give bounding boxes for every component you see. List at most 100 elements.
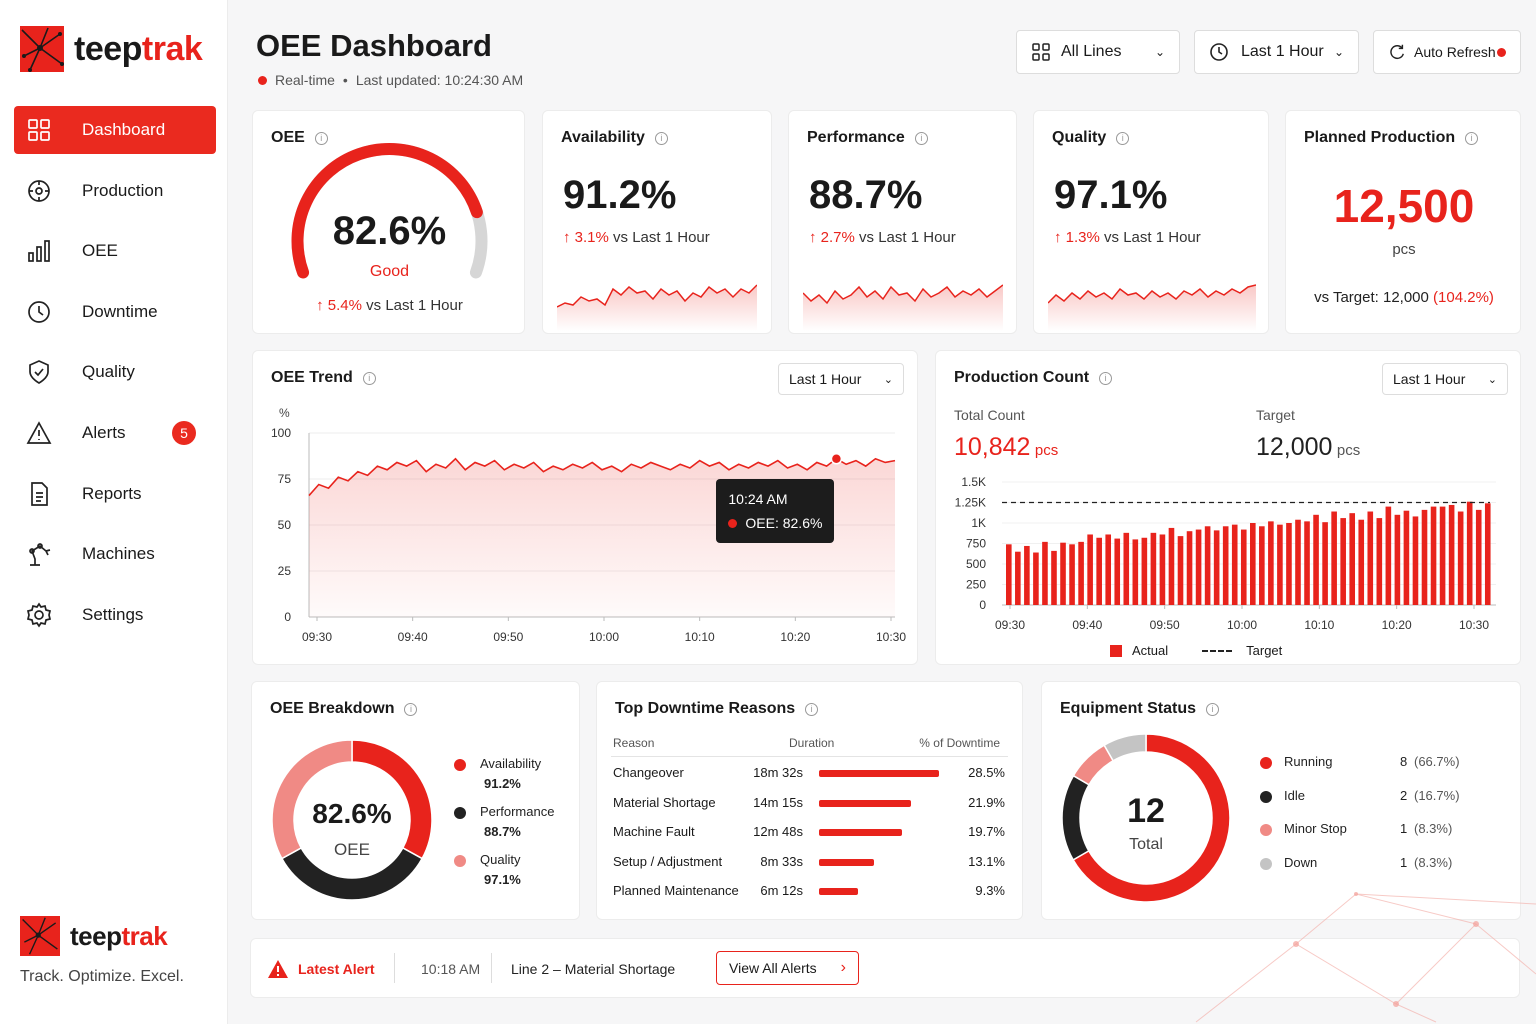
production-bar[interactable]: [1367, 511, 1374, 605]
production-bar[interactable]: [1322, 522, 1328, 605]
production-bar[interactable]: [1430, 506, 1437, 605]
sidebar-item-reports[interactable]: Reports: [14, 470, 216, 518]
production-bar[interactable]: [1042, 541, 1048, 605]
production-bar[interactable]: [1277, 524, 1283, 605]
legend-dot: [1260, 824, 1272, 836]
trend-highlight-point[interactable]: [830, 453, 843, 465]
production-bar[interactable]: [1204, 526, 1211, 605]
production-bar[interactable]: [1186, 531, 1193, 605]
info-icon[interactable]: i: [404, 702, 418, 716]
production-bar[interactable]: [1466, 501, 1473, 605]
production-bar[interactable]: [1331, 511, 1337, 605]
info-icon[interactable]: i: [1206, 702, 1220, 716]
warning-icon: [268, 960, 288, 978]
production-bar[interactable]: [1349, 513, 1356, 605]
production-bar[interactable]: [1159, 534, 1166, 605]
sidebar-item-downtime[interactable]: Downtime: [14, 288, 216, 336]
downtime-row[interactable]: Changeover 18m 32s 28.5%: [613, 758, 1005, 787]
production-bar[interactable]: [1240, 529, 1247, 605]
sidebar-item-alerts[interactable]: Alerts 5: [14, 409, 216, 457]
production-bar[interactable]: [1051, 550, 1057, 605]
production-bar[interactable]: [1484, 503, 1491, 605]
production-bar[interactable]: [1250, 523, 1256, 605]
production-bar[interactable]: [1150, 532, 1157, 605]
production-bar[interactable]: [1096, 537, 1102, 605]
quality-delta-suffix: vs Last 1 Hour: [1104, 229, 1201, 246]
production-bar[interactable]: [1078, 541, 1084, 605]
auto-refresh-button[interactable]: Auto Refresh: [1373, 30, 1521, 74]
production-bar[interactable]: [1168, 527, 1175, 605]
production-bar[interactable]: [1403, 510, 1410, 605]
production-bar[interactable]: [1222, 526, 1229, 605]
alert-divider: [394, 953, 395, 983]
brand-logo[interactable]: teeptrak: [20, 26, 203, 72]
sidebar-item-oee[interactable]: OEE: [14, 227, 216, 275]
info-icon[interactable]: i: [1116, 131, 1130, 145]
production-bar[interactable]: [1141, 537, 1148, 605]
production-bar[interactable]: [1006, 544, 1012, 605]
production-bar[interactable]: [1231, 524, 1238, 605]
production-bar[interactable]: [1376, 518, 1383, 605]
production-bar[interactable]: [1259, 526, 1265, 605]
downtime-row[interactable]: Material Shortage 14m 15s 21.9%: [613, 788, 1005, 817]
production-bar[interactable]: [1123, 532, 1130, 605]
production-bar[interactable]: [1448, 504, 1455, 605]
production-bar[interactable]: [1024, 545, 1030, 605]
donut-slice-down[interactable]: [1103, 733, 1147, 762]
sidebar-item-production[interactable]: Production: [14, 167, 216, 215]
info-icon[interactable]: i: [314, 131, 328, 145]
lines-filter-dropdown[interactable]: All Lines ⌄: [1016, 30, 1180, 74]
x-tick-label: 09:30: [995, 618, 1025, 632]
info-icon[interactable]: i: [1465, 131, 1479, 145]
production-bar[interactable]: [1033, 552, 1039, 605]
oee-breakdown-card: OEE Breakdown i 82.6% OEE Availability 91.…: [251, 681, 580, 920]
production-bar[interactable]: [1069, 544, 1075, 605]
production-bar[interactable]: [1060, 542, 1066, 605]
production-bar[interactable]: [1213, 530, 1220, 605]
production-bar[interactable]: [1114, 538, 1121, 605]
planned-title-text: Planned Production: [1304, 129, 1456, 146]
production-bar[interactable]: [1385, 506, 1392, 605]
downtime-row[interactable]: Machine Fault 12m 48s 19.7%: [613, 817, 1005, 846]
view-all-alerts-button[interactable]: View All Alerts ›: [716, 951, 859, 985]
sidebar-item-machines[interactable]: Machines: [14, 530, 216, 578]
sidebar-item-label: Quality: [82, 362, 135, 382]
downtime-title-text: Top Downtime Reasons: [615, 700, 796, 717]
donut-slice-quality[interactable]: [271, 739, 353, 860]
sidebar-item-quality[interactable]: Quality: [14, 348, 216, 396]
production-bar[interactable]: [1304, 521, 1310, 605]
production-bar[interactable]: [1313, 514, 1319, 605]
info-icon[interactable]: i: [1099, 371, 1113, 385]
downtime-row[interactable]: Planned Maintenance 6m 12s 9.3%: [613, 876, 1005, 905]
sidebar-item-dashboard[interactable]: Dashboard: [14, 106, 216, 154]
production-bar[interactable]: [1087, 534, 1093, 605]
oee-trend-range-dropdown[interactable]: Last 1 Hour ⌄: [778, 363, 904, 395]
time-filter-dropdown[interactable]: Last 1 Hour ⌄: [1194, 30, 1359, 74]
production-range-dropdown[interactable]: Last 1 Hour ⌄: [1382, 363, 1508, 395]
production-bar[interactable]: [1421, 509, 1428, 605]
production-bar[interactable]: [1475, 509, 1482, 605]
production-bar[interactable]: [1286, 523, 1292, 605]
production-bar[interactable]: [1195, 529, 1202, 605]
production-bar[interactable]: [1412, 516, 1419, 605]
info-icon[interactable]: i: [914, 131, 928, 145]
downtime-row[interactable]: Setup / Adjustment 8m 33s 13.1%: [613, 847, 1005, 876]
production-bar[interactable]: [1268, 521, 1274, 605]
oee-kpi-card: OEE i 82.6% Good ↑ 5.4% vs Last 1 Hour: [252, 110, 525, 334]
production-bar[interactable]: [1340, 518, 1346, 605]
production-bar[interactable]: [1295, 519, 1301, 605]
production-count-chart: 0 250 500 750 1K 1.25K 1.5K 09:30 09:40 09:50 10:0…: [955, 475, 1496, 632]
donut-slice-running[interactable]: [1072, 733, 1231, 903]
info-icon[interactable]: i: [362, 371, 376, 385]
sidebar-item-settings[interactable]: Settings: [14, 591, 216, 639]
production-bar[interactable]: [1439, 506, 1446, 605]
production-bar[interactable]: [1015, 551, 1021, 605]
production-bar[interactable]: [1358, 519, 1365, 605]
info-icon[interactable]: i: [805, 702, 819, 716]
production-bar[interactable]: [1105, 534, 1112, 605]
production-bar[interactable]: [1177, 536, 1184, 605]
production-bar[interactable]: [1394, 514, 1401, 605]
production-bar[interactable]: [1457, 511, 1464, 605]
production-bar[interactable]: [1132, 539, 1139, 605]
info-icon[interactable]: i: [654, 131, 668, 145]
